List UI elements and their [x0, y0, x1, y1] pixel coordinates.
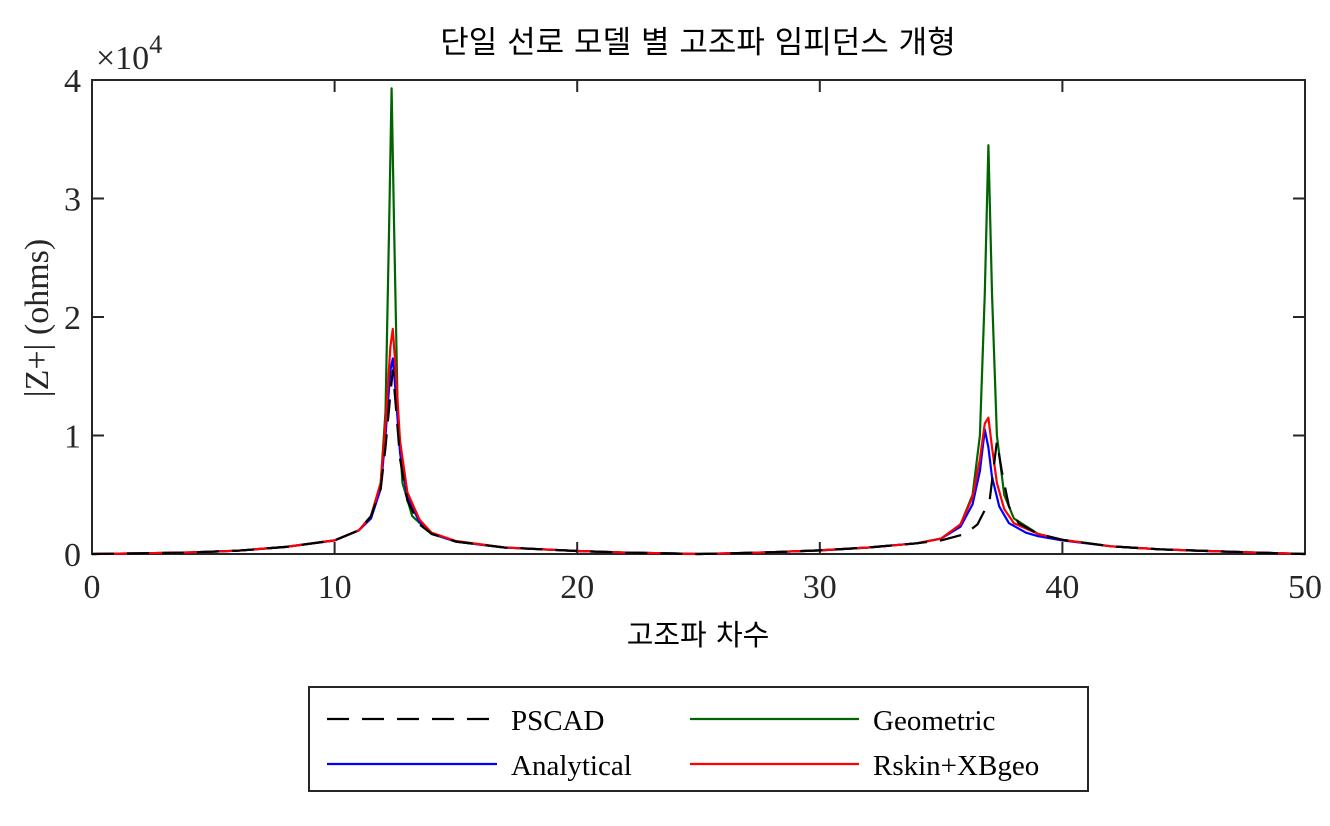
y-tick-label: 0	[64, 537, 81, 574]
x-tick-label: 0	[84, 569, 101, 606]
exponent-power: 4	[149, 30, 162, 59]
y-tick-label: 3	[64, 182, 81, 219]
legend-label: Rskin+XBgeo	[873, 750, 1039, 782]
legend: PSCAD Geometric Analytical Rskin+XBgeo	[308, 686, 1089, 792]
exponent-base: ×10	[96, 40, 149, 77]
series-group	[91, 87, 1306, 556]
y-tick-label: 2	[64, 300, 81, 337]
x-tick-label: 30	[803, 569, 837, 606]
series-line-pscad	[91, 369, 1306, 556]
x-tick-label: 50	[1288, 569, 1322, 606]
x-axis-label: 고조파 차수	[627, 618, 770, 652]
y-axis-label: |Z+| (ohms)	[19, 239, 56, 397]
x-tick-label: 20	[560, 569, 594, 606]
x-tick-label: 10	[318, 569, 352, 606]
legend-label: PSCAD	[511, 705, 605, 737]
legend-label: Analytical	[511, 750, 632, 782]
y-tick-label: 4	[64, 63, 81, 100]
axis-ticks: 0 10 20 30 40 50 0 1 2 3 4	[64, 63, 1322, 606]
plot-area	[91, 79, 1306, 555]
y-tick-label: 1	[64, 419, 81, 456]
legend-box	[308, 686, 1089, 792]
legend-label: Geometric	[873, 705, 995, 737]
y-axis-exponent: ×104	[96, 30, 162, 77]
x-tick-label: 40	[1045, 569, 1079, 606]
chart-title: 단일 선로 모델 별 고조파 임피던스 개형	[440, 25, 955, 61]
